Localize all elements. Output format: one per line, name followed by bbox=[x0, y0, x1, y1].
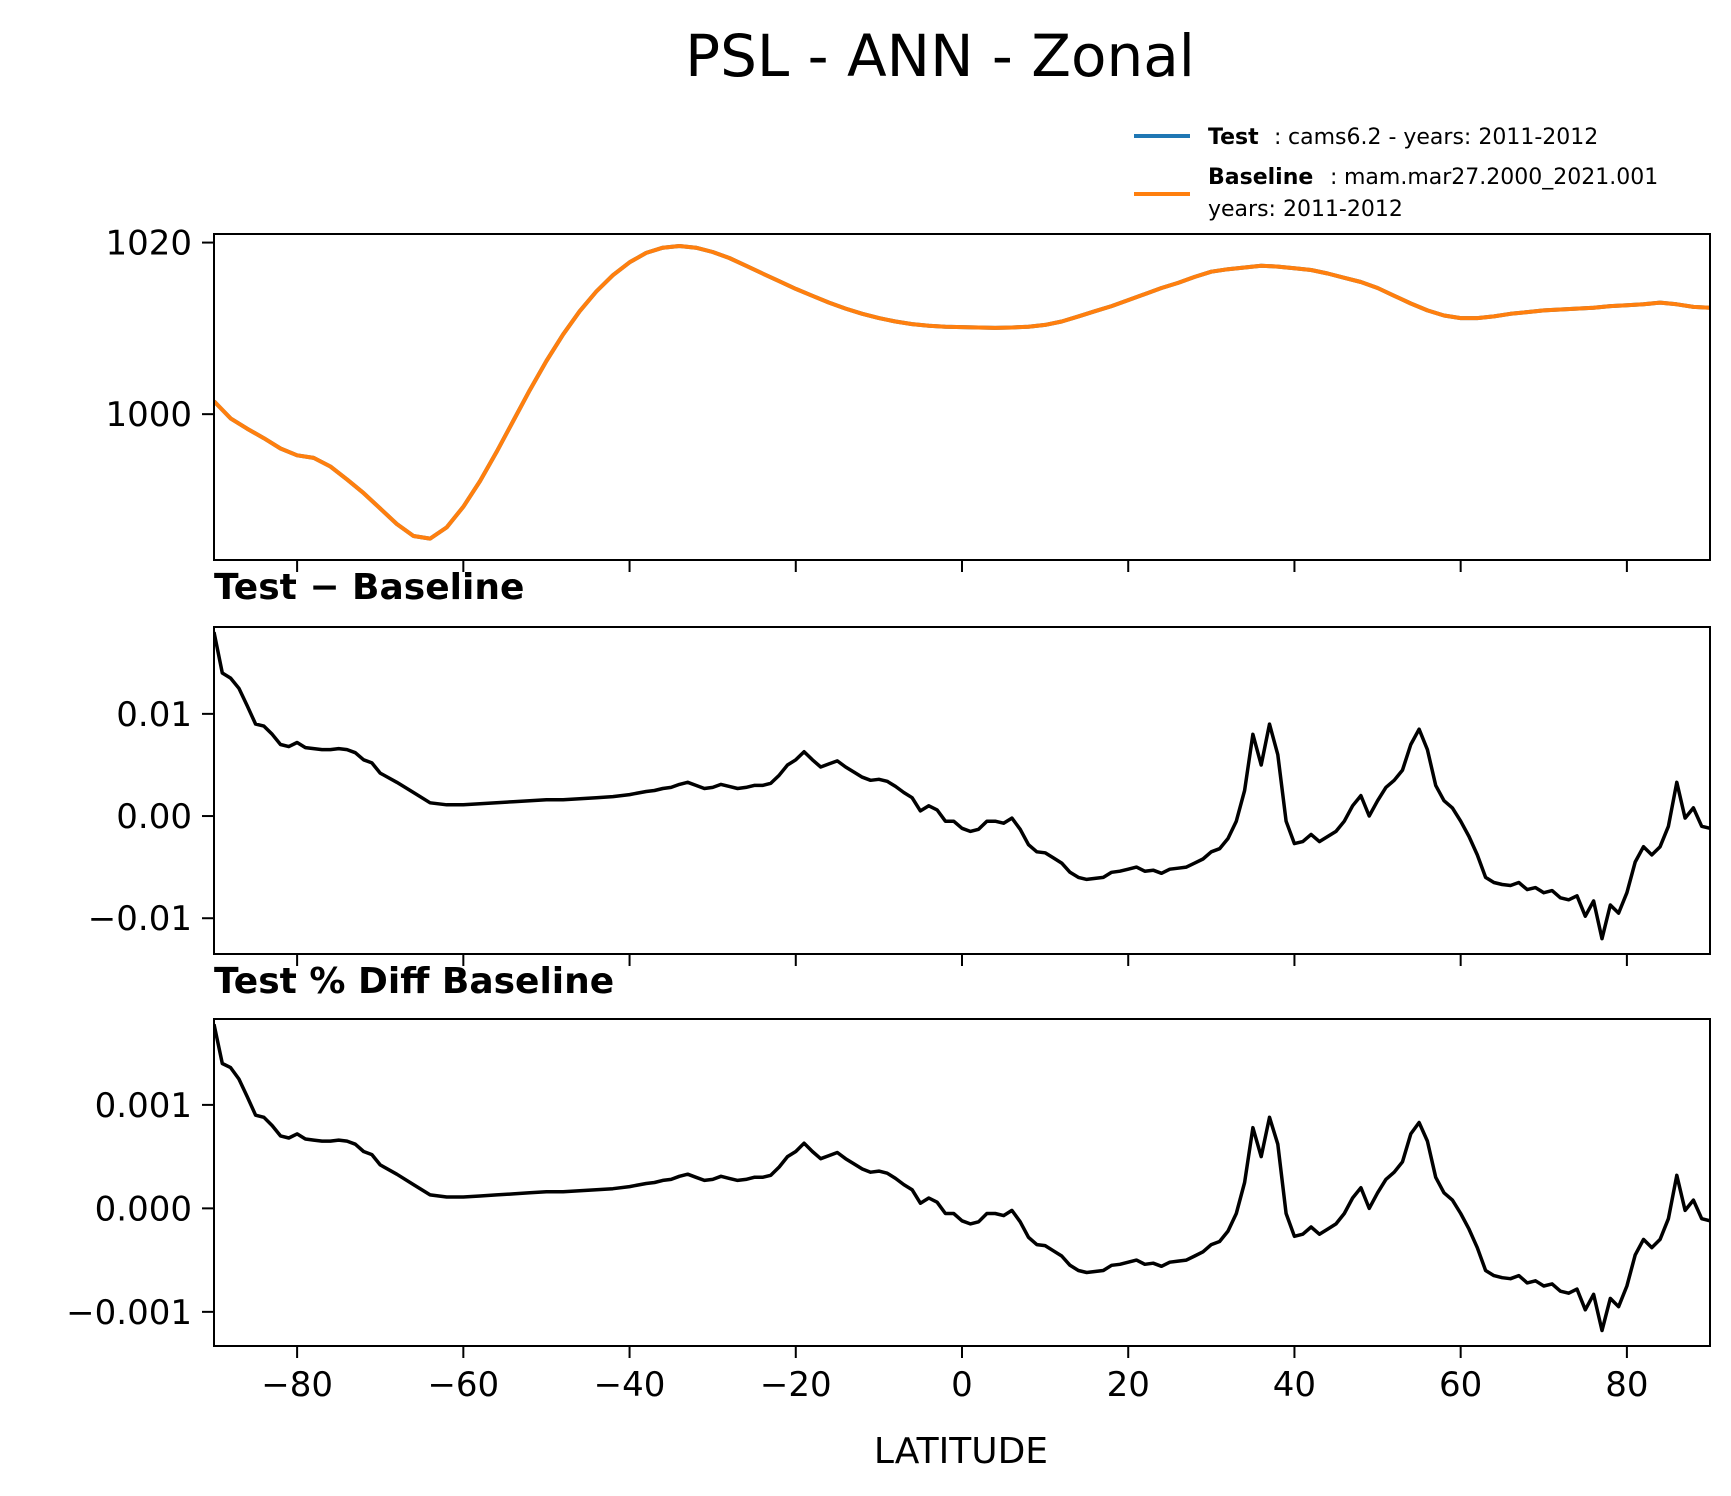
chart-title: PSL - ANN - Zonal bbox=[685, 22, 1195, 90]
panel-1-ytick-label: 1000 bbox=[105, 395, 192, 435]
x-axis-label: LATITUDE bbox=[874, 1431, 1048, 1472]
panel-3-series-pctdiff bbox=[214, 1023, 1710, 1333]
legend: Test : cams6.2 - years: 2011-2012 Baseli… bbox=[1134, 125, 1658, 222]
xtick-label: 40 bbox=[1273, 1365, 1316, 1405]
legend-baseline-desc2: years: 2011-2012 bbox=[1208, 197, 1403, 222]
panel-2-ytick-label: −0.01 bbox=[88, 899, 192, 939]
panel-2-frame bbox=[213, 626, 1711, 955]
panel-3-ytick-label: 0.000 bbox=[95, 1189, 192, 1229]
legend-test-separator: : bbox=[1274, 125, 1281, 150]
panel-3-ytick-label: 0.001 bbox=[95, 1086, 192, 1126]
xtick-label: 0 bbox=[951, 1365, 973, 1405]
legend-baseline-desc: mam.mar27.2000_2021.001 bbox=[1344, 165, 1658, 190]
panel-1-frame bbox=[213, 233, 1711, 561]
panel-2-ytick-label: 0.01 bbox=[116, 695, 192, 735]
legend-test-name: Test bbox=[1208, 125, 1259, 150]
panel-3-title: Test % Diff Baseline bbox=[214, 961, 614, 1002]
panel-3-frame bbox=[213, 1018, 1711, 1347]
panel-1-series-test bbox=[214, 244, 1710, 541]
panel-3-ytick-label: −0.001 bbox=[66, 1293, 192, 1333]
legend-baseline-separator: : bbox=[1330, 165, 1337, 190]
legend-test-desc: cams6.2 - years: 2011-2012 bbox=[1288, 125, 1598, 150]
panel-2-title: Test − Baseline bbox=[214, 567, 524, 608]
xtick-label: 80 bbox=[1605, 1365, 1648, 1405]
xtick-label: 60 bbox=[1439, 1365, 1482, 1405]
panel-1-series-baseline bbox=[214, 244, 1710, 541]
xtick-label: 20 bbox=[1107, 1365, 1150, 1405]
legend-baseline-name: Baseline bbox=[1208, 165, 1313, 190]
xtick-label: −40 bbox=[594, 1365, 666, 1405]
xtick-label: −20 bbox=[760, 1365, 832, 1405]
panel-1-ytick-label: 1020 bbox=[105, 224, 192, 264]
panel-2-series-diff bbox=[214, 631, 1710, 941]
xtick-label: −60 bbox=[427, 1365, 499, 1405]
panel-2-ytick-label: 0.00 bbox=[116, 797, 192, 837]
plot-area: 1000 1020 −0.01 0.00 0.01 −0.001 0.000 0.001 −80… bbox=[66, 224, 1711, 1405]
xtick-label: −80 bbox=[261, 1365, 333, 1405]
